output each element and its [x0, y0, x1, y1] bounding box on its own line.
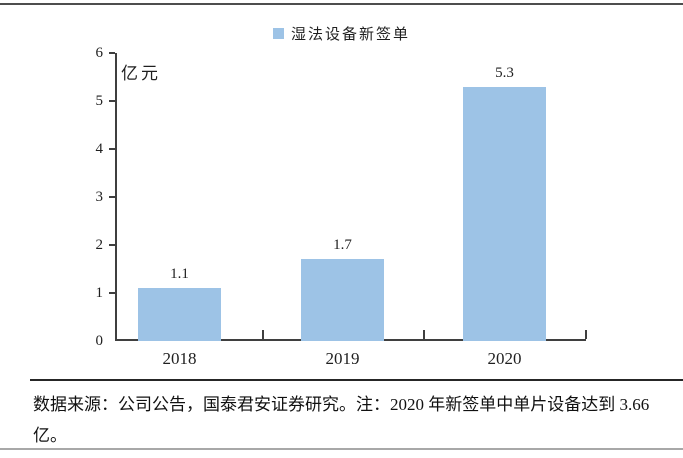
- figure-bottom-border: [0, 448, 683, 450]
- source-note-line1: 数据来源：公司公告，国泰君安证券研究。注：2020 年新签单中单片设备达到 3.…: [33, 395, 650, 414]
- y-axis-tick: [109, 52, 115, 54]
- bar-2019: [301, 259, 384, 341]
- x-axis-tick: [423, 330, 425, 339]
- bar-value-label: 1.7: [333, 237, 352, 253]
- x-axis-label: 2018: [162, 349, 197, 368]
- y-axis-tick-label: 1: [95, 285, 104, 301]
- x-axis-tick: [262, 330, 264, 339]
- bar-value-label: 1.1: [170, 266, 189, 282]
- source-note-line2: 亿。: [33, 426, 67, 445]
- bar-value-label: 5.3: [495, 65, 514, 81]
- y-axis-unit-label: 亿元: [121, 64, 161, 83]
- x-axis-label: 2020: [487, 349, 522, 368]
- source-divider: [30, 379, 683, 381]
- legend-label: 湿法设备新签单: [290, 27, 410, 43]
- legend-swatch-icon: [272, 28, 284, 39]
- y-axis-line: [115, 53, 117, 341]
- figure-top-border: [0, 3, 683, 5]
- y-axis-tick: [109, 244, 115, 246]
- y-axis-tick-label: 3: [95, 189, 104, 205]
- y-axis-tick: [109, 196, 115, 198]
- bar-2020: [463, 87, 546, 341]
- y-axis-tick-label: 5: [95, 93, 104, 109]
- y-axis-tick-label: 4: [95, 141, 104, 157]
- y-axis-tick: [109, 100, 115, 102]
- x-axis-label: 2019: [325, 349, 360, 368]
- chart-legend: 湿法设备新签单: [0, 23, 683, 44]
- bar-chart: 亿元 0 1 2 3 4 5 6 1.1 2018 1.7 2019 5.3 2020: [95, 45, 587, 368]
- y-axis-tick-label: 0: [95, 333, 104, 349]
- bar-2018: [138, 288, 221, 341]
- y-axis-tick-label: 2: [95, 237, 104, 253]
- y-axis-tick: [109, 148, 115, 150]
- source-note: 数据来源：公司公告，国泰君安证券研究。注：2020 年新签单中单片设备达到 3.…: [33, 389, 653, 451]
- x-axis-tick: [585, 330, 587, 339]
- y-axis-tick: [109, 292, 115, 294]
- y-axis-tick-label: 6: [95, 45, 104, 61]
